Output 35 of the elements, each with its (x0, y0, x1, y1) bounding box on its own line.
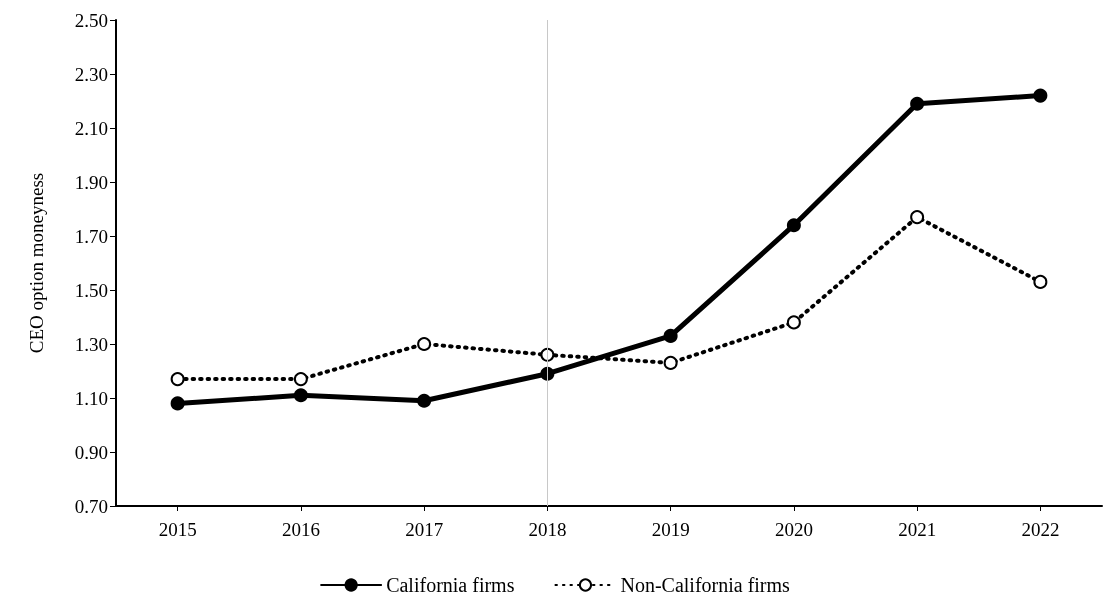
y-tick-label: 2.30 (74, 63, 108, 85)
point (910, 210, 925, 225)
y-tick-label: 0.70 (74, 495, 108, 517)
x-tick-label: 2018 (528, 519, 567, 540)
point (417, 393, 432, 408)
y-tick-label: 1.90 (74, 171, 108, 193)
y-tick-label: 1.30 (74, 333, 108, 355)
point (293, 388, 308, 403)
y-tick-label: 1.70 (74, 225, 108, 247)
x-tick-label: 2019 (651, 519, 690, 540)
x-tick-label: 2017 (405, 519, 444, 540)
point (1033, 88, 1048, 103)
point (293, 372, 308, 387)
x-tick-label: 2021 (898, 519, 937, 540)
legend-label: Non-California firms (620, 574, 791, 596)
y-tick-label: 2.50 (74, 9, 108, 31)
point (786, 315, 801, 330)
y-axis-title: CEO option moneyness (26, 172, 47, 354)
point (910, 96, 925, 111)
x-tick-label: 2020 (774, 519, 813, 540)
y-tick-label: 1.10 (74, 387, 108, 409)
x-tick-label: 2016 (281, 519, 320, 540)
legend-label: California firms (386, 574, 515, 596)
point (1033, 274, 1048, 289)
point (417, 337, 432, 351)
y-tick-label: 0.90 (74, 441, 108, 463)
point (663, 328, 678, 343)
y-tick-label: 1.50 (74, 279, 108, 301)
point (786, 218, 801, 233)
x-tick-label: 2022 (1021, 519, 1060, 540)
x-tick-label: 2015 (158, 519, 197, 540)
y-tick-label: 2.10 (74, 117, 108, 139)
point (170, 372, 185, 387)
point (663, 355, 678, 370)
point (170, 396, 185, 411)
